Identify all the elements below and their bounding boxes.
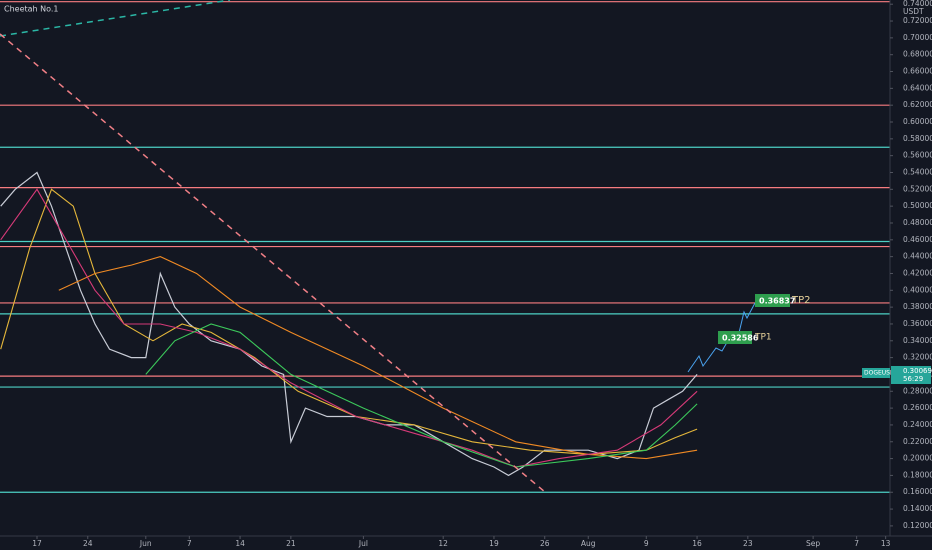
plot-area	[0, 1, 890, 493]
tp2-box	[755, 294, 790, 307]
symbol-label: DOGEUSDT	[864, 370, 899, 377]
x-tick-label: 7	[854, 539, 859, 548]
y-tick-label: 0.16000	[903, 487, 932, 496]
x-tick-label: 19	[489, 539, 499, 548]
y-tick-label: 0.12000	[903, 521, 932, 530]
y-tick-label: 0.62000	[903, 100, 932, 109]
x-tick-label: 14	[235, 539, 245, 548]
x-tick-label: 16	[692, 539, 702, 548]
y-tick-label: 0.42000	[903, 268, 932, 277]
currency-label: USDT	[903, 7, 924, 16]
x-tick-label: Jul	[358, 539, 368, 548]
trend-line	[0, 33, 546, 493]
tp2-marker: 0.36837 TP2	[755, 294, 811, 307]
x-tick-label: 23	[743, 539, 753, 548]
y-tick-label: 0.66000	[903, 67, 932, 76]
series-line	[0, 171, 698, 477]
series-line	[145, 323, 698, 468]
tp1-price: 0.32586	[722, 334, 759, 343]
last-price: 0.30069	[903, 367, 932, 375]
countdown: 56:29	[903, 375, 923, 383]
y-tick-label: 0.28000	[903, 386, 932, 395]
y-tick-label: 0.52000	[903, 184, 932, 193]
symbol-tag	[862, 368, 890, 378]
y-tick-label: 0.72000	[903, 16, 932, 25]
y-tick-label: 0.64000	[903, 83, 932, 92]
y-tick-label: 0.18000	[903, 470, 932, 479]
y-tick-label: 0.44000	[903, 252, 932, 261]
y-tick-label: 0.40000	[903, 285, 932, 294]
y-tick-label: 0.38000	[903, 302, 932, 311]
y-tick-label: 0.20000	[903, 454, 932, 463]
y-tick-label: 0.26000	[903, 403, 932, 412]
x-tick-label: 9	[644, 539, 649, 548]
x-tick-label: 12	[438, 539, 448, 548]
watermark: Cheetah No.1	[4, 5, 59, 14]
tp1-marker: 0.32586 TP1	[718, 331, 772, 344]
y-tick-label: 0.14000	[903, 504, 932, 513]
axes: 0.74000 0.72000 0.70000 0.68000 0.66000 0.640…	[32, 0, 932, 548]
y-tick-label: 0.74000	[903, 0, 932, 8]
x-tick-label: 13	[881, 539, 891, 548]
y-tick-label: 0.58000	[903, 134, 932, 143]
y-tick-label: 0.36000	[903, 319, 932, 328]
y-tick-label: 0.68000	[903, 50, 932, 59]
x-tick-label: Aug	[581, 539, 596, 548]
trend-line	[0, 0, 231, 37]
y-tick-label: 0.54000	[903, 167, 932, 176]
tp2-label: TP2	[791, 295, 811, 306]
y-tick-label: 0.22000	[903, 437, 932, 446]
price-axis	[890, 0, 932, 536]
x-tick-label: 24	[83, 539, 93, 548]
y-tick-label: 0.46000	[903, 235, 932, 244]
y-tick-label: 0.50000	[903, 201, 932, 210]
y-tick-label: 0.70000	[903, 33, 932, 42]
tp1-label: TP1	[754, 333, 772, 343]
x-tick-label: 17	[32, 539, 42, 548]
x-tick-label: Jun	[139, 539, 152, 548]
tp1-box	[718, 331, 752, 344]
y-tick-label: 0.24000	[903, 420, 932, 429]
tp2-price: 0.36837	[759, 297, 795, 306]
y-tick-label: 0.32000	[903, 353, 932, 362]
y-tick-label: 0.56000	[903, 151, 932, 160]
y-tick-label: 0.60000	[903, 117, 932, 126]
x-tick-label: 21	[286, 539, 296, 548]
series-line	[0, 188, 698, 468]
x-tick-label: 26	[540, 539, 550, 548]
x-tick-label: 7	[187, 539, 192, 548]
y-tick-label: 0.48000	[903, 218, 932, 227]
y-tick-label: 0.34000	[903, 336, 932, 345]
price-tag	[891, 366, 931, 384]
x-tick-label: Sep	[806, 539, 820, 548]
